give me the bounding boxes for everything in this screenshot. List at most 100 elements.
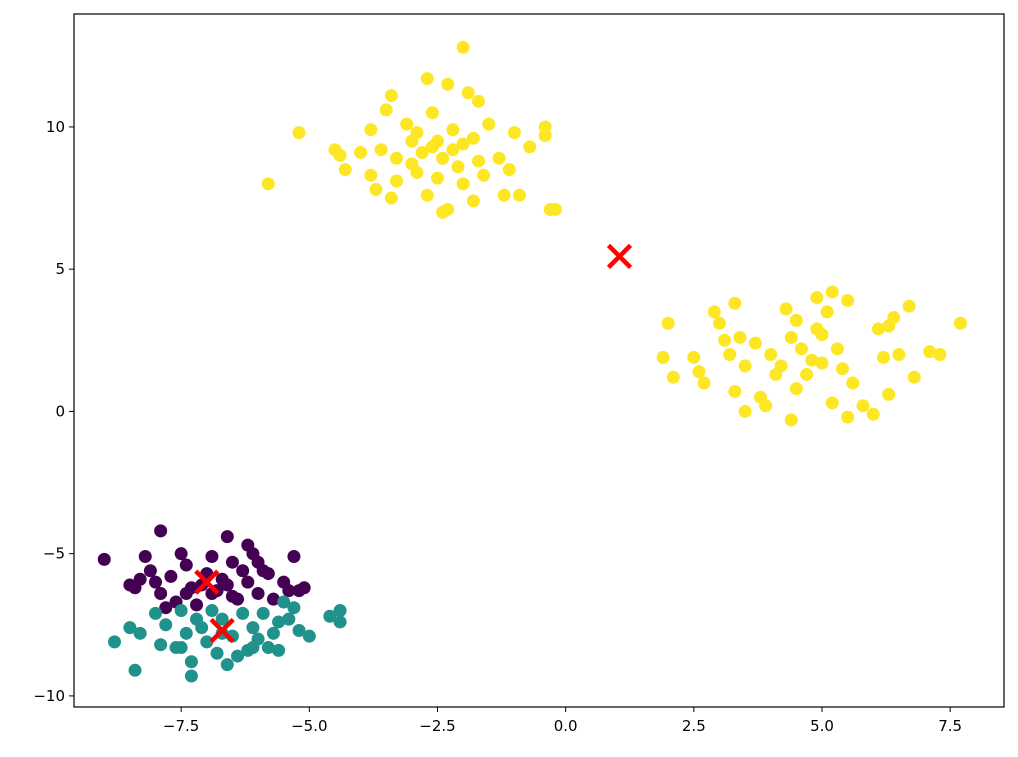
point <box>364 123 378 137</box>
point <box>261 567 275 581</box>
point <box>164 569 178 583</box>
point <box>184 669 198 683</box>
point <box>697 376 711 390</box>
point <box>538 128 552 142</box>
point <box>738 404 752 418</box>
point <box>338 163 352 177</box>
point <box>661 316 675 330</box>
point <box>953 316 967 330</box>
point <box>292 623 306 637</box>
point <box>923 345 937 359</box>
x-tick-label: −5.0 <box>291 717 327 735</box>
point <box>200 635 214 649</box>
point <box>154 638 168 652</box>
point <box>800 367 814 381</box>
point <box>215 612 229 626</box>
point <box>723 348 737 362</box>
point <box>266 626 280 640</box>
point <box>154 524 168 538</box>
point <box>728 385 742 399</box>
point <box>277 595 291 609</box>
point <box>292 126 306 140</box>
point <box>379 103 393 117</box>
point <box>149 575 163 589</box>
point <box>179 626 193 640</box>
point <box>225 589 239 603</box>
point <box>297 581 311 595</box>
point <box>738 359 752 373</box>
point <box>323 609 337 623</box>
point <box>810 322 824 336</box>
point <box>256 606 270 620</box>
point <box>410 165 424 179</box>
point <box>789 313 803 327</box>
point <box>225 555 239 569</box>
point <box>236 564 250 578</box>
point <box>472 154 486 168</box>
point <box>820 305 834 319</box>
point <box>195 621 209 635</box>
point <box>174 604 188 618</box>
point <box>523 140 537 154</box>
point <box>656 350 670 364</box>
point <box>841 293 855 307</box>
point <box>887 311 901 325</box>
point <box>472 94 486 108</box>
point <box>466 194 480 208</box>
point <box>333 604 347 618</box>
point <box>456 177 470 191</box>
point <box>784 330 798 344</box>
point <box>507 126 521 140</box>
point <box>502 163 516 177</box>
y-tick-label: −10 <box>33 687 65 705</box>
plot-frame <box>73 13 1005 708</box>
point <box>400 117 414 131</box>
point <box>179 558 193 572</box>
point <box>441 77 455 91</box>
point <box>871 322 885 336</box>
point <box>302 629 316 643</box>
y-tick-label: 5 <box>55 260 65 278</box>
point <box>902 299 916 313</box>
point <box>405 134 419 148</box>
point <box>856 399 870 413</box>
point <box>374 143 388 157</box>
point <box>907 370 921 384</box>
point <box>728 296 742 310</box>
point <box>184 655 198 669</box>
point <box>251 555 265 569</box>
point <box>272 615 286 629</box>
point <box>794 342 808 356</box>
point <box>456 40 470 54</box>
point <box>333 148 347 162</box>
point <box>389 174 403 188</box>
point <box>236 606 250 620</box>
point <box>123 621 137 635</box>
centroid <box>606 243 633 269</box>
point <box>369 183 383 197</box>
point <box>241 575 255 589</box>
point <box>436 205 450 219</box>
point <box>825 396 839 410</box>
point <box>246 621 260 635</box>
point <box>174 547 188 561</box>
point <box>159 601 173 615</box>
point <box>149 606 163 620</box>
point <box>205 604 219 618</box>
point <box>266 592 280 606</box>
point <box>272 643 286 657</box>
point <box>384 89 398 103</box>
point <box>933 348 947 362</box>
point <box>420 188 434 202</box>
point <box>892 348 906 362</box>
point <box>492 151 506 165</box>
point <box>436 151 450 165</box>
point <box>513 188 527 202</box>
point <box>446 123 460 137</box>
point <box>430 171 444 185</box>
point <box>446 143 460 157</box>
point <box>205 550 219 564</box>
point <box>179 586 193 600</box>
point <box>210 646 224 660</box>
